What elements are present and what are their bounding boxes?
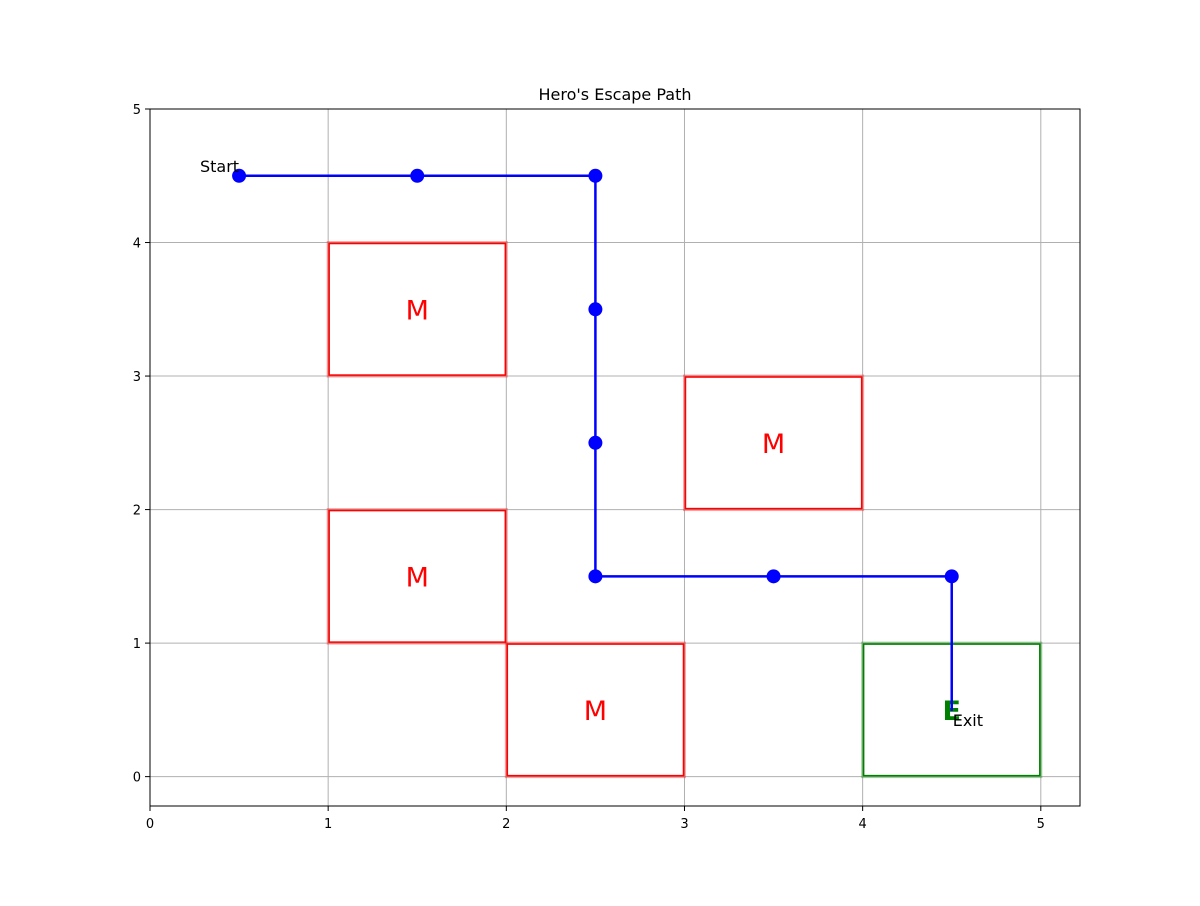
annotations: Start Exit	[200, 157, 983, 730]
path-point	[766, 569, 781, 584]
y-tick-label: 5	[133, 103, 141, 118]
annotation-start: Start	[200, 157, 239, 176]
zones: M M M M E	[326, 241, 1043, 779]
y-tick-label: 2	[133, 504, 141, 519]
path-point	[232, 168, 247, 183]
hero-path	[232, 168, 959, 712]
monster-zone-outer-border	[326, 508, 508, 645]
y-tick-label: 3	[133, 370, 141, 385]
monster-zone-border	[506, 643, 685, 777]
x-tick-label: 0	[146, 817, 154, 832]
y-tick-label: 0	[133, 771, 141, 786]
axis-ticks: 0 1 2 3 4 5 0 1 2 3 4 5	[133, 103, 1045, 832]
monster-zone-border	[328, 509, 507, 643]
path-point	[588, 302, 603, 317]
monster-zone-outer-border	[682, 374, 865, 512]
path-point	[410, 168, 425, 183]
monster-zone-label: M	[584, 696, 607, 727]
x-tick-label: 3	[680, 817, 688, 832]
axes-frame	[149, 108, 1081, 807]
x-tick-label: 2	[502, 817, 510, 832]
path-point	[588, 569, 603, 584]
monster-zone-border	[684, 376, 863, 510]
monster-zone-border	[328, 242, 507, 376]
y-tick-label: 1	[133, 637, 141, 652]
exit-zone-label: E	[942, 696, 960, 727]
monster-zone-label: M	[406, 295, 429, 326]
monster-zone-label: M	[406, 562, 429, 593]
y-tick-label: 4	[133, 237, 141, 252]
grid-lines	[149, 108, 1080, 806]
monster-zone-outer-border	[504, 641, 686, 779]
chart-title: Hero's Escape Path	[539, 85, 692, 104]
x-tick-label: 4	[859, 817, 867, 832]
path-point	[588, 168, 603, 183]
annotation-exit: Exit	[953, 711, 983, 730]
monster-zone-outer-border	[326, 241, 508, 378]
monster-zone-label: M	[762, 429, 785, 460]
x-tick-label: 1	[324, 817, 332, 832]
x-tick-label: 5	[1037, 817, 1045, 832]
path-point	[944, 569, 959, 584]
path-point	[588, 435, 603, 450]
